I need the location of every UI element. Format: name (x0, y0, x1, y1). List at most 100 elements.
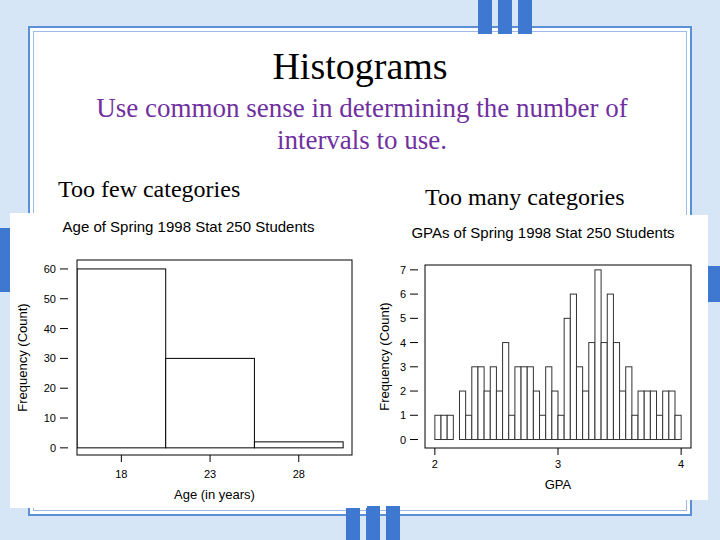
histogram-bar (644, 391, 650, 439)
y-tick-label: 7 (400, 264, 406, 276)
y-tick-label: 10 (44, 412, 56, 424)
y-tick (60, 328, 68, 329)
chart-title: GPAs of Spring 1998 Stat 250 Students (411, 224, 674, 241)
plot-frame (77, 260, 352, 455)
tab-bottom-2 (366, 506, 380, 540)
histogram-bar (459, 391, 465, 439)
histogram-bar (552, 391, 558, 439)
x-tick-label: 2 (432, 458, 438, 470)
x-tick-label: 23 (204, 468, 216, 480)
histogram-bar (626, 367, 632, 440)
y-tick-label: 3 (400, 361, 406, 373)
tab-right (706, 266, 720, 302)
tab-top-1 (478, 0, 492, 34)
x-tick (298, 455, 299, 462)
y-tick (410, 318, 418, 319)
marks (77, 269, 343, 448)
histogram-bar (570, 294, 576, 439)
histogram-bar (589, 343, 595, 440)
x-axis-label: GPA (545, 477, 572, 492)
y-tick-label: 30 (44, 352, 56, 364)
chart: Age of Spring 1998 Stat 250 Students 0 10 2… (10, 213, 367, 508)
y-tick (60, 298, 68, 299)
histogram-bar (496, 391, 502, 439)
y-tick (410, 269, 418, 270)
y-tick-label: 20 (44, 382, 56, 394)
x-tick-label: 18 (115, 468, 127, 480)
plot-frame (425, 265, 691, 448)
marks (435, 270, 681, 440)
y-tick (60, 268, 68, 269)
y-tick-label: 0 (50, 442, 56, 454)
y-axis-label: Frequency (Count) (377, 302, 392, 410)
y-tick (60, 418, 68, 419)
histogram-bar (638, 391, 644, 439)
y-tick (410, 342, 418, 343)
y-tick-label: 1 (400, 409, 406, 421)
histogram-bar (657, 415, 663, 439)
caption: Too few categories (58, 176, 240, 203)
histogram-bar (558, 415, 564, 439)
y-tick-label: 0 (400, 434, 406, 446)
histogram-bar (595, 270, 601, 440)
x-tick-label: 4 (678, 458, 684, 470)
histogram-bar (675, 415, 681, 439)
tab-bottom-1 (346, 506, 360, 540)
histogram-bar (527, 367, 533, 440)
histogram-bar (663, 391, 669, 439)
histogram-bar (533, 391, 539, 439)
x-tick-label: 3 (555, 458, 561, 470)
histogram-bar (650, 391, 656, 439)
chart-panel (378, 215, 708, 500)
histogram-bar (166, 358, 255, 447)
y-tick-label: 4 (400, 337, 406, 349)
y-tick (410, 415, 418, 416)
y-tick-label: 50 (44, 293, 56, 305)
x-tick-label: 28 (293, 468, 305, 480)
histogram-bar (484, 391, 490, 439)
histogram-bar (521, 367, 527, 440)
histogram-bar (509, 415, 515, 439)
histogram-bar (435, 415, 441, 439)
y-tick (410, 366, 418, 367)
x-tick (121, 455, 122, 462)
y-tick-label: 2 (400, 385, 406, 397)
histogram-bar (613, 343, 619, 440)
histogram-bar (607, 294, 613, 439)
y-tick-label: 60 (44, 263, 56, 275)
chart: GPAs of Spring 1998 Stat 250 Students 0 1 2… (377, 215, 708, 500)
tab-top-3 (518, 0, 532, 34)
y-tick (60, 388, 68, 389)
y-tick-label: 5 (400, 312, 406, 324)
histogram-bar (576, 367, 582, 440)
y-tick (60, 447, 68, 448)
caption: Too many categories (425, 184, 625, 211)
histogram-bar (472, 367, 478, 440)
chart-title: Age of Spring 1998 Stat 250 Students (63, 218, 315, 235)
histogram-bar (515, 367, 521, 440)
histogram-bar (601, 343, 607, 440)
y-tick (410, 294, 418, 295)
histogram-bar (503, 343, 509, 440)
histogram-bar (478, 367, 484, 440)
x-tick (681, 448, 682, 455)
histogram-bar (669, 391, 675, 439)
histogram-bar (447, 415, 453, 439)
y-tick-label: 6 (400, 288, 406, 300)
histogram-bar (254, 442, 343, 448)
tab-top-2 (498, 0, 512, 34)
x-tick (558, 448, 559, 455)
chart-panel (10, 213, 367, 508)
tab-bottom-3 (386, 506, 400, 540)
histogram-bar (632, 415, 638, 439)
histogram-bar (546, 367, 552, 440)
histogram-bar (583, 391, 589, 439)
x-tick (210, 455, 211, 462)
slide-title: Histograms (0, 44, 720, 88)
histogram-bar (564, 318, 570, 439)
y-axis-label: Frequency (Count) (15, 303, 30, 411)
histogram-bar (453, 439, 459, 440)
y-tick-label: 40 (44, 323, 56, 335)
histogram-bar (77, 269, 166, 448)
histogram-bar (620, 391, 626, 439)
